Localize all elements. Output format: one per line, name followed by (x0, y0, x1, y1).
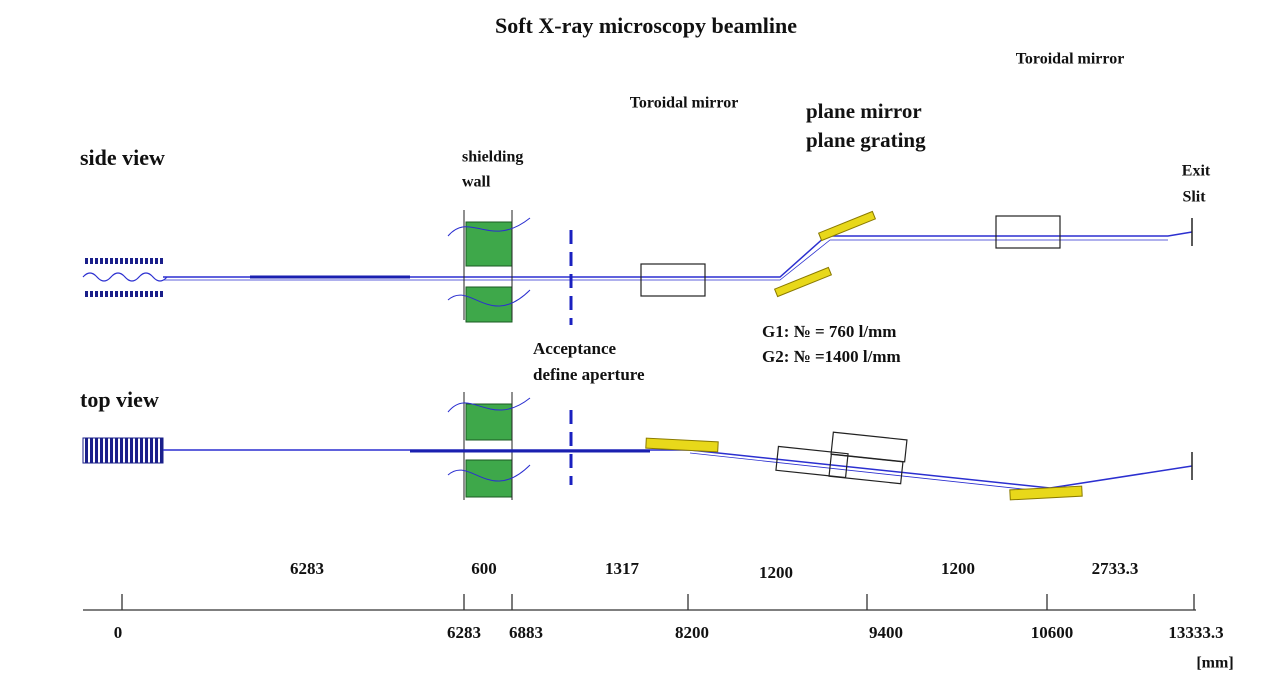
shielding-wall (465, 221, 513, 267)
beam (689, 452, 1051, 493)
component-label: wall (462, 174, 491, 191)
component-label: Toroidal mirror (630, 95, 739, 112)
position-label: 10600 (1031, 623, 1074, 642)
grating-label: G2: № =1400 l/mm (762, 347, 901, 366)
component-label: plane grating (806, 128, 926, 152)
position-label: 6883 (509, 623, 543, 642)
shielding-wall (465, 403, 513, 441)
component-label: define aperture (533, 365, 645, 384)
plane-grating (817, 210, 877, 242)
top-view (82, 392, 1193, 501)
view-label: side view (80, 145, 165, 170)
component-label: Toroidal mirror (1016, 51, 1125, 68)
wall-curve (447, 397, 531, 482)
toroidal-mirror (645, 437, 719, 453)
plane-mirror (773, 266, 833, 298)
undulator (83, 291, 163, 297)
wiggle (82, 272, 168, 282)
toroidal-mirror (1009, 485, 1083, 501)
position-label: 13333.3 (1168, 623, 1223, 642)
plane-mirror-box (775, 445, 849, 479)
beam (163, 449, 1193, 489)
position-label: 9400 (869, 623, 903, 642)
segment-length: 1317 (605, 559, 640, 578)
segment-length: 6283 (290, 559, 324, 578)
grating-label: G1: № = 760 l/mm (762, 322, 896, 341)
side-view (82, 210, 1193, 325)
toroidal-mirror-box (995, 215, 1061, 249)
component-label: Acceptance (533, 339, 617, 358)
plane-grating-box (828, 453, 904, 485)
segment-length: 1200 (759, 563, 793, 582)
component-label: Slit (1182, 189, 1206, 206)
component-label: plane mirror (806, 99, 922, 123)
toroidal-mirror-box (640, 263, 706, 297)
unit-label: [mm] (1196, 655, 1233, 672)
view-label: top view (80, 387, 159, 412)
undulator (83, 258, 163, 264)
segment-length: 600 (471, 559, 497, 578)
segment-length: 1200 (941, 559, 975, 578)
position-label: 6283 (447, 623, 481, 642)
plane-grating-box (830, 431, 908, 463)
shielding-wall (465, 459, 513, 498)
position-label: 8200 (675, 623, 709, 642)
component-label: shielding (462, 149, 523, 166)
wall-curve (447, 217, 531, 307)
component-label: Exit (1182, 163, 1211, 180)
undulator (82, 437, 164, 464)
segment-length: 2733.3 (1092, 559, 1139, 578)
beam (163, 239, 1168, 281)
beam (163, 231, 1193, 278)
title: Soft X-ray microscopy beamline (495, 13, 797, 38)
position-label: 0 (114, 623, 123, 642)
